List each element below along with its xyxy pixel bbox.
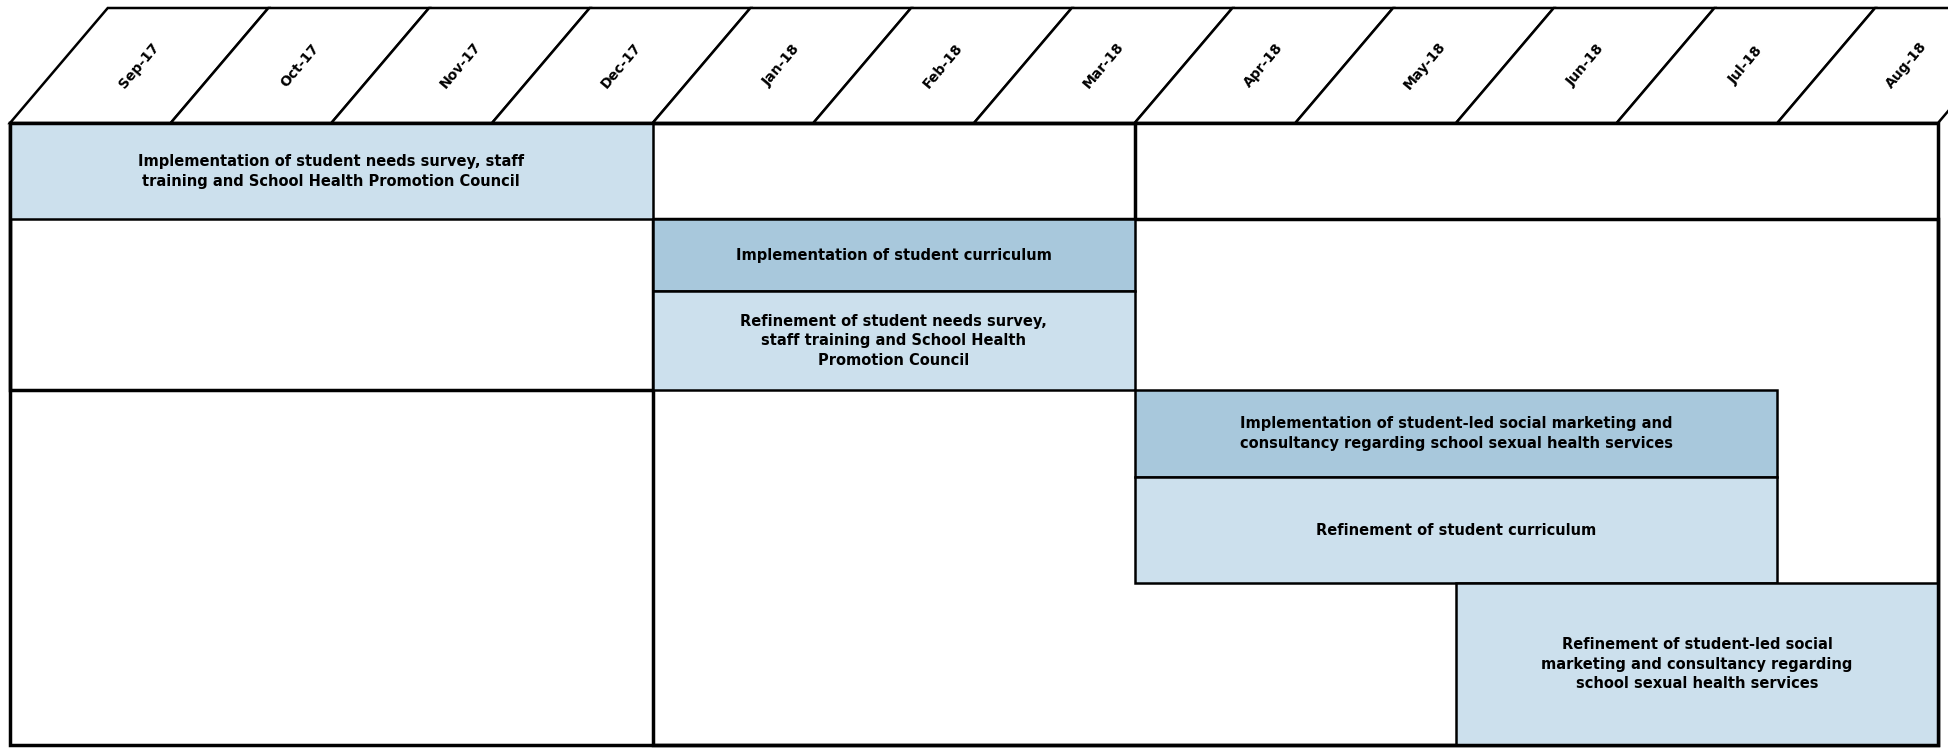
Polygon shape	[331, 8, 590, 123]
Polygon shape	[493, 8, 750, 123]
Text: Apr-18: Apr-18	[1241, 41, 1286, 90]
Text: Implementation of student needs survey, staff
training and School Health Promoti: Implementation of student needs survey, …	[138, 154, 524, 188]
Text: Sep-17: Sep-17	[117, 40, 162, 91]
Bar	[653, 219, 1938, 745]
Text: Oct-17: Oct-17	[279, 41, 321, 90]
Bar	[1455, 584, 1938, 745]
Text: Jan-18: Jan-18	[760, 42, 803, 89]
Polygon shape	[1295, 8, 1555, 123]
Polygon shape	[171, 8, 429, 123]
Text: Dec-17: Dec-17	[598, 40, 645, 91]
Polygon shape	[653, 8, 912, 123]
Text: Refinement of student needs survey,
staff training and School Health
Promotion C: Refinement of student needs survey, staf…	[740, 313, 1048, 368]
Polygon shape	[10, 8, 269, 123]
Polygon shape	[1777, 8, 1948, 123]
Polygon shape	[814, 8, 1071, 123]
Bar	[1134, 391, 1777, 477]
Polygon shape	[1134, 8, 1393, 123]
Bar	[653, 219, 1134, 291]
Text: Feb-18: Feb-18	[919, 41, 964, 90]
Text: Refinement of student curriculum: Refinement of student curriculum	[1317, 523, 1595, 538]
Text: Implementation of student curriculum: Implementation of student curriculum	[736, 248, 1052, 263]
Text: May-18: May-18	[1401, 39, 1447, 92]
Bar	[10, 123, 653, 219]
Polygon shape	[1455, 8, 1714, 123]
Text: Refinement of student-led social
marketing and consultancy regarding
school sexu: Refinement of student-led social marketi…	[1541, 637, 1853, 691]
Text: Aug-18: Aug-18	[1884, 40, 1930, 91]
Text: Implementation of student-led social marketing and
consultancy regarding school : Implementation of student-led social mar…	[1239, 416, 1673, 451]
Bar	[653, 291, 1134, 391]
Text: Jun-18: Jun-18	[1564, 42, 1607, 89]
Polygon shape	[1617, 8, 1876, 123]
Bar	[10, 123, 1938, 745]
Bar	[1134, 477, 1777, 584]
Bar	[10, 123, 1134, 391]
Text: Jul-18: Jul-18	[1726, 44, 1765, 87]
Text: Mar-18: Mar-18	[1079, 40, 1126, 91]
Polygon shape	[974, 8, 1233, 123]
Text: Nov-17: Nov-17	[438, 40, 483, 91]
